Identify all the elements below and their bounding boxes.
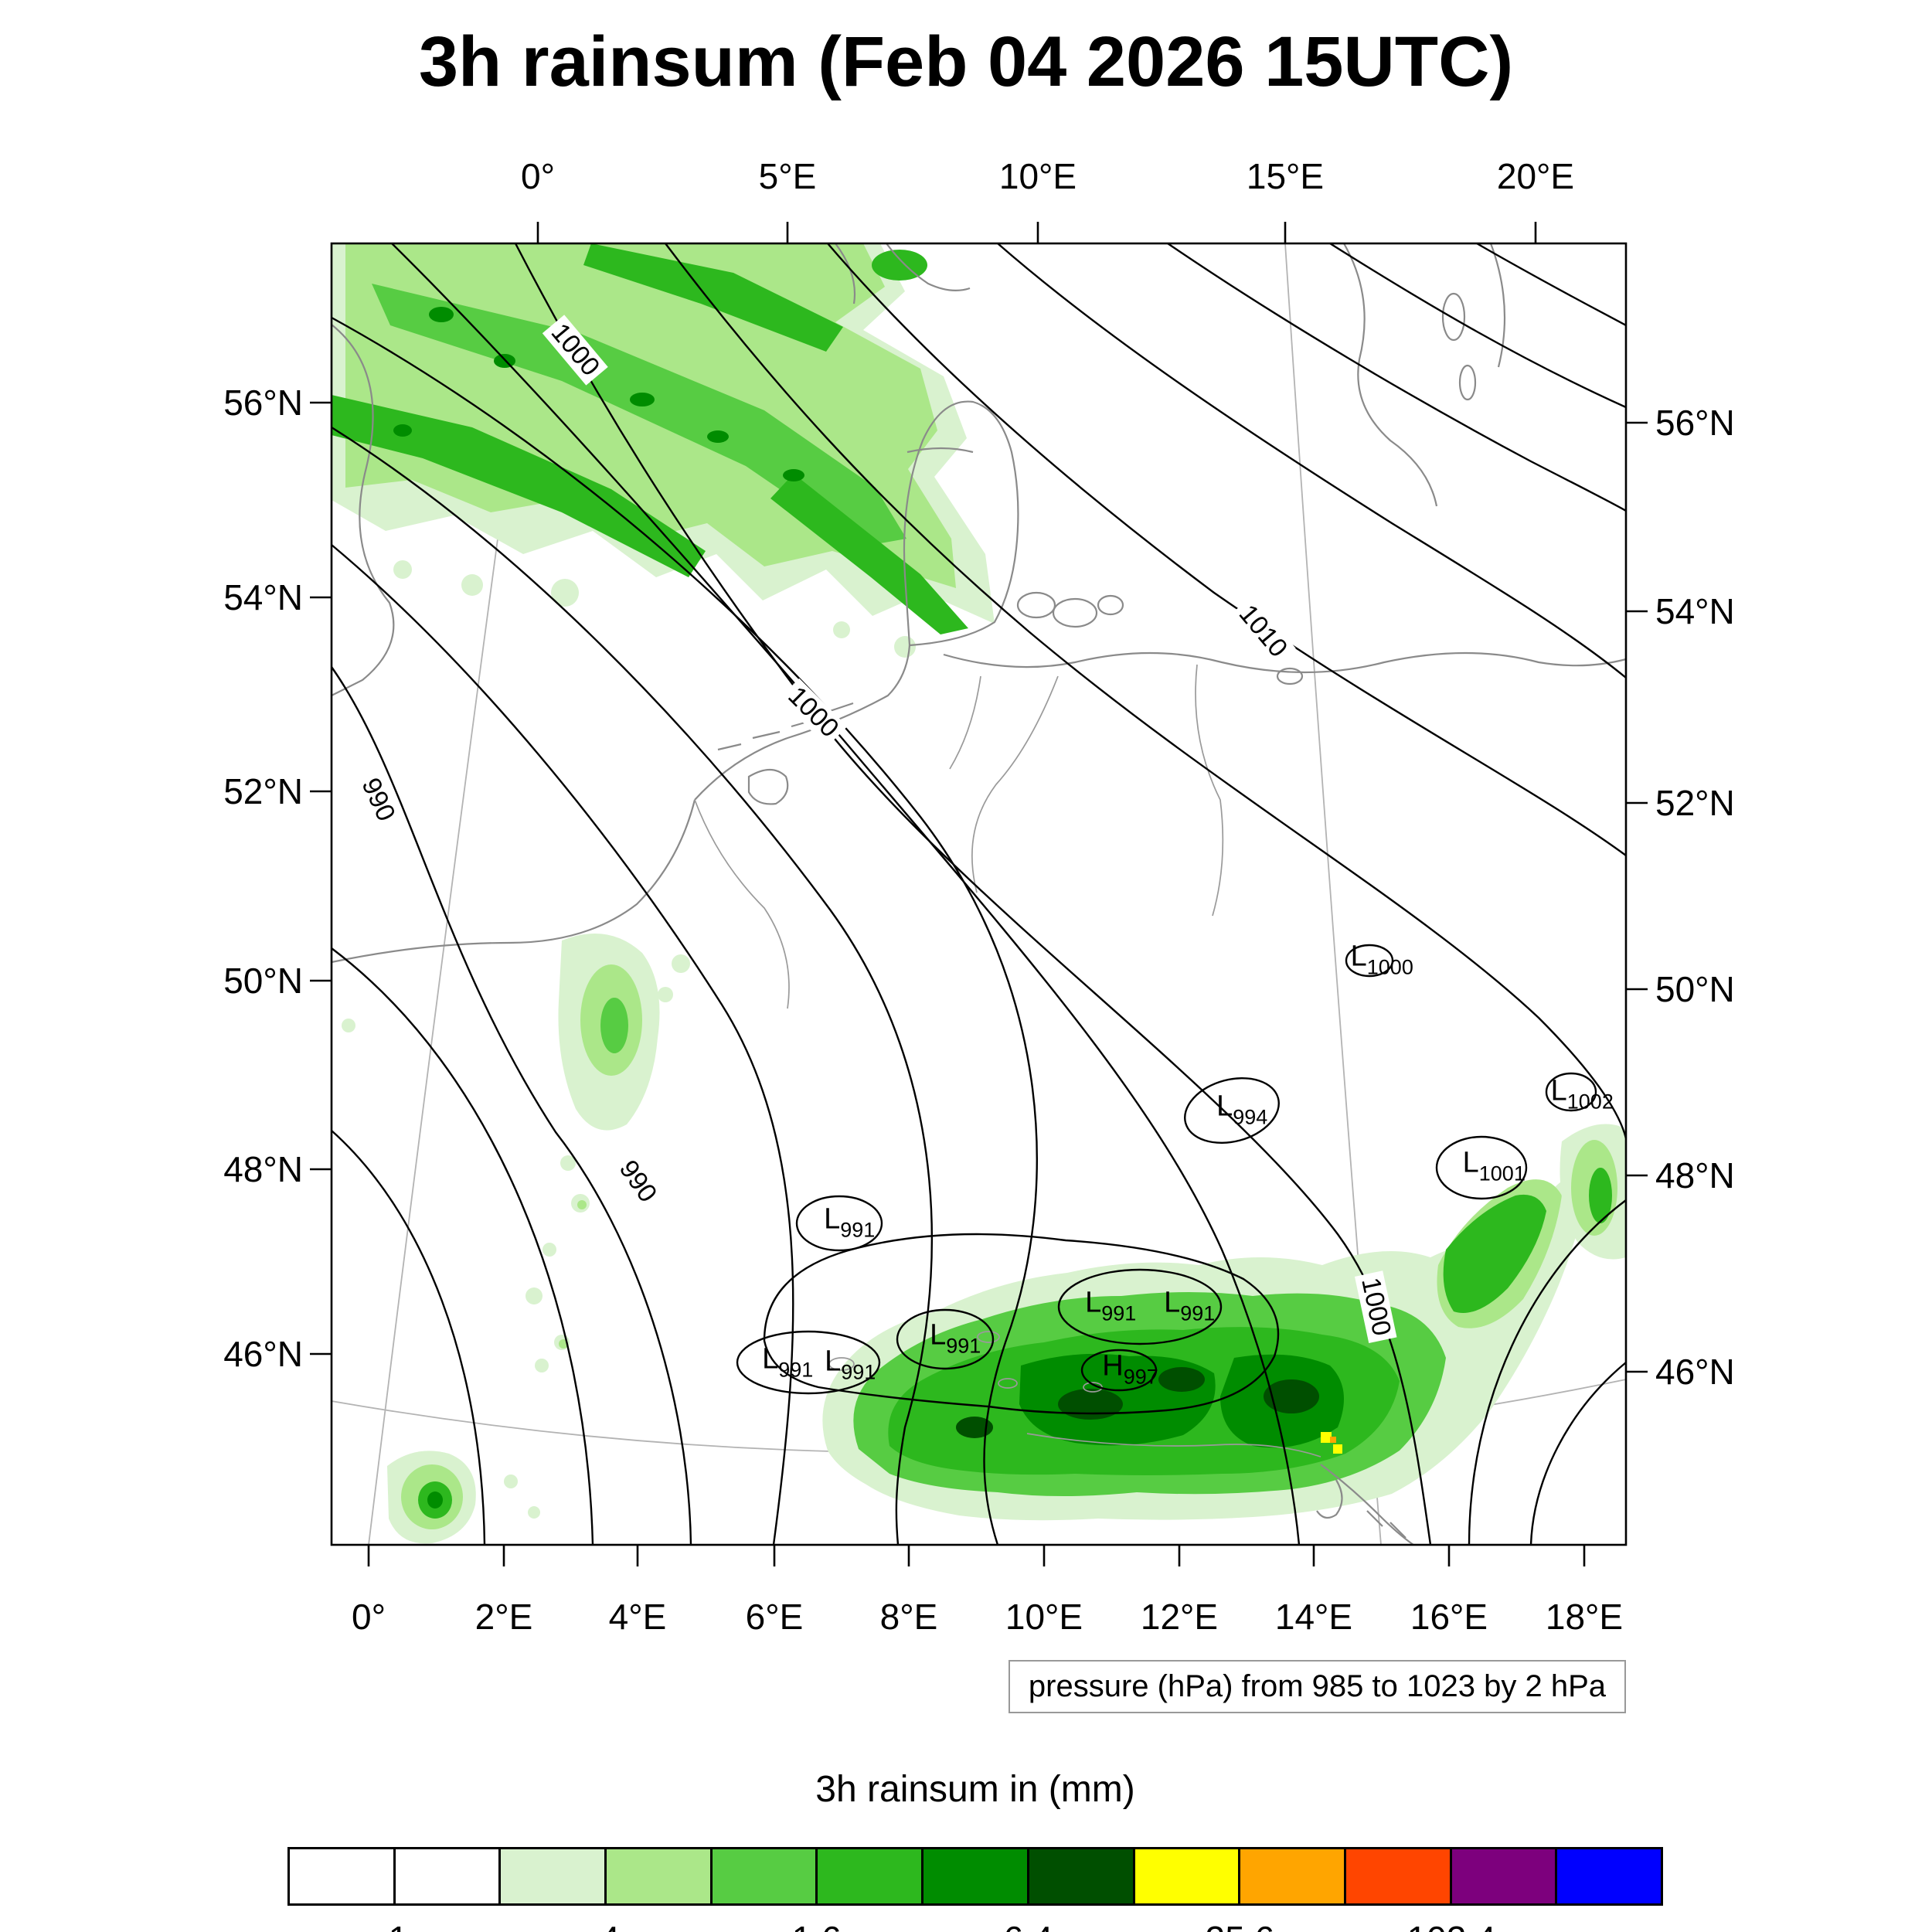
axis-label-bottom: 10°E [1005, 1597, 1083, 1637]
page-title: 3h rainsum (Feb 04 2026 15UTC) [418, 22, 1514, 101]
pressure-center-letter: L [1085, 1286, 1102, 1319]
tick-marks [310, 222, 1648, 1566]
colorbar-cell [921, 1849, 1027, 1903]
colorbar [287, 1847, 1663, 1906]
pressure-center-low: L1001 [1462, 1146, 1526, 1185]
axis-label-bottom: 12°E [1140, 1597, 1219, 1637]
pressure-center-value: 991 [946, 1334, 981, 1358]
pressure-center-letter: L [930, 1318, 947, 1352]
colorbar-cell [1026, 1849, 1133, 1903]
pressure-center-value: 991 [1180, 1301, 1216, 1325]
colorbar-tick-label: .4 [590, 1918, 620, 1932]
map-canvas [310, 222, 1648, 1566]
pressure-center-low: L991 [1085, 1286, 1136, 1325]
colorbar-cell [393, 1849, 499, 1903]
axis-label-bottom: 0° [352, 1597, 386, 1637]
pressure-center-value: 1001 [1478, 1162, 1526, 1185]
pressure-center-low: L991 [824, 1202, 875, 1242]
colorbar-cell [498, 1849, 605, 1903]
colorbar-tick-label: 6.4 [1003, 1918, 1053, 1932]
axis-label-bottom: 18°E [1545, 1597, 1624, 1637]
pressure-center-letter: L [1550, 1074, 1567, 1107]
colorbar-cell [290, 1849, 393, 1903]
axis-label-bottom: 6°E [745, 1597, 804, 1637]
axis-label-top: 5°E [758, 156, 817, 196]
pressure-center-value: 991 [1101, 1301, 1137, 1325]
colorbar-cell [1555, 1849, 1661, 1903]
pressure-center-letter: L [762, 1342, 779, 1376]
axis-label-right: 54°N [1655, 591, 1735, 631]
axis-label-left: 56°N [223, 383, 303, 423]
axis-label-top: 0° [521, 156, 555, 196]
pressure-center-low: L991 [930, 1318, 981, 1358]
pressure-center-high: H997 [1102, 1349, 1158, 1389]
axis-label-top: 15°E [1246, 156, 1325, 196]
colorbar-cell [1132, 1849, 1239, 1903]
pressure-center-value: 991 [840, 1218, 876, 1242]
colorbar-tick-label: 102.4 [1407, 1918, 1496, 1932]
colorbar-cell [815, 1849, 922, 1903]
axis-label-bottom: 4°E [608, 1597, 667, 1637]
axis-label-left: 48°N [223, 1149, 303, 1189]
pressure-center-low: L994 [1216, 1090, 1267, 1129]
colorbar-tick-label: 25.6 [1206, 1918, 1275, 1932]
axis-label-bottom: 8°E [879, 1597, 938, 1637]
pressure-center-value: 994 [1233, 1105, 1268, 1129]
pressure-center-low: L1000 [1350, 940, 1413, 979]
legend-title: 3h rainsum in (mm) [815, 1769, 1135, 1810]
coastlines [331, 243, 1627, 1546]
pressure-center-letter: L [825, 1345, 842, 1378]
pressure-center-letter: L [1350, 940, 1367, 973]
pressure-center-value: 991 [841, 1360, 876, 1384]
axis-label-bottom: 16°E [1410, 1597, 1488, 1637]
pressure-center-value: 997 [1123, 1365, 1158, 1389]
colorbar-cell [1343, 1849, 1450, 1903]
pressure-center-letter: L [1164, 1286, 1181, 1319]
pressure-center-letter: L [1462, 1146, 1479, 1179]
rain-shading [332, 243, 1626, 1544]
pressure-center-letter: H [1102, 1349, 1124, 1383]
pressure-center-low: L991 [1164, 1286, 1215, 1325]
axis-label-top: 10°E [998, 156, 1077, 196]
colorbar-cell [1449, 1849, 1556, 1903]
axis-label-top: 20°E [1496, 156, 1575, 196]
pressure-center-value: 991 [778, 1358, 814, 1382]
colorbar-labels: .1 .4 1.6 6.4 25.6 102.4 [287, 1918, 1663, 1932]
axis-label-left: 52°N [223, 771, 303, 811]
colorbar-cell [604, 1849, 710, 1903]
pressure-center-low: L1002 [1550, 1074, 1614, 1114]
map-frame [330, 242, 1628, 1546]
pressure-center-low: L991 [762, 1342, 813, 1382]
axis-label-left: 54°N [223, 577, 303, 617]
pressure-center-letter: L [824, 1202, 841, 1236]
pressure-center-value: 1000 [1366, 955, 1413, 979]
pressure-center-value: 1002 [1566, 1090, 1614, 1114]
axis-label-bottom: 14°E [1274, 1597, 1353, 1637]
pressure-center-low: L991 [825, 1345, 876, 1384]
colorbar-cell [709, 1849, 816, 1903]
colorbar-tick-label: .1 [379, 1918, 408, 1932]
axis-label-left: 46°N [223, 1334, 303, 1374]
axis-label-right: 52°N [1655, 783, 1735, 823]
pressure-center-letter: L [1216, 1090, 1233, 1123]
axis-label-right: 50°N [1655, 969, 1735, 1009]
colorbar-tick-label: 1.6 [792, 1918, 842, 1932]
axis-label-right: 46°N [1655, 1352, 1735, 1392]
axis-label-right: 56°N [1655, 403, 1735, 443]
colorbar-cell [1238, 1849, 1344, 1903]
axis-label-right: 48°N [1655, 1155, 1735, 1196]
axis-label-left: 50°N [223, 961, 303, 1001]
axis-label-bottom: 2°E [474, 1597, 533, 1637]
pressure-caption: pressure (hPa) from 985 to 1023 by 2 hPa [1008, 1660, 1626, 1713]
